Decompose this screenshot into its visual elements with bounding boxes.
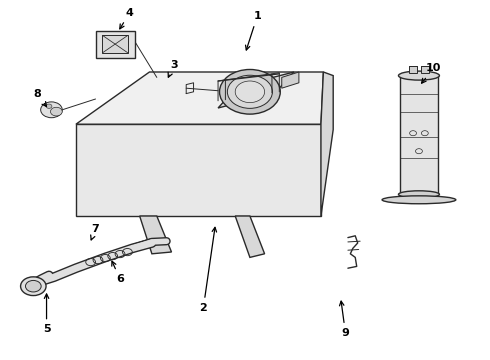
- Polygon shape: [96, 31, 135, 58]
- Bar: [421, 66, 429, 73]
- Polygon shape: [321, 72, 333, 216]
- Circle shape: [50, 107, 62, 116]
- Polygon shape: [218, 72, 294, 108]
- Bar: [102, 35, 128, 53]
- Text: 6: 6: [112, 261, 124, 284]
- Polygon shape: [235, 216, 265, 257]
- Polygon shape: [76, 124, 321, 216]
- Text: 1: 1: [245, 11, 261, 50]
- Circle shape: [41, 102, 62, 118]
- Ellipse shape: [382, 196, 456, 204]
- Ellipse shape: [398, 191, 440, 198]
- Text: 2: 2: [199, 227, 217, 313]
- Text: 8: 8: [33, 89, 47, 107]
- Ellipse shape: [398, 71, 440, 80]
- Text: 10: 10: [421, 63, 441, 83]
- Text: 7: 7: [91, 224, 99, 240]
- Circle shape: [25, 280, 41, 292]
- Circle shape: [227, 75, 272, 108]
- Text: 4: 4: [120, 8, 134, 29]
- Text: 9: 9: [340, 301, 349, 338]
- Polygon shape: [282, 72, 299, 88]
- Text: 3: 3: [168, 60, 178, 77]
- Polygon shape: [76, 72, 323, 124]
- Text: 5: 5: [43, 294, 50, 334]
- Circle shape: [21, 277, 46, 296]
- Circle shape: [235, 81, 265, 103]
- Polygon shape: [400, 76, 438, 194]
- Bar: [409, 66, 417, 73]
- Circle shape: [220, 69, 280, 114]
- Polygon shape: [140, 216, 171, 254]
- Circle shape: [46, 104, 52, 108]
